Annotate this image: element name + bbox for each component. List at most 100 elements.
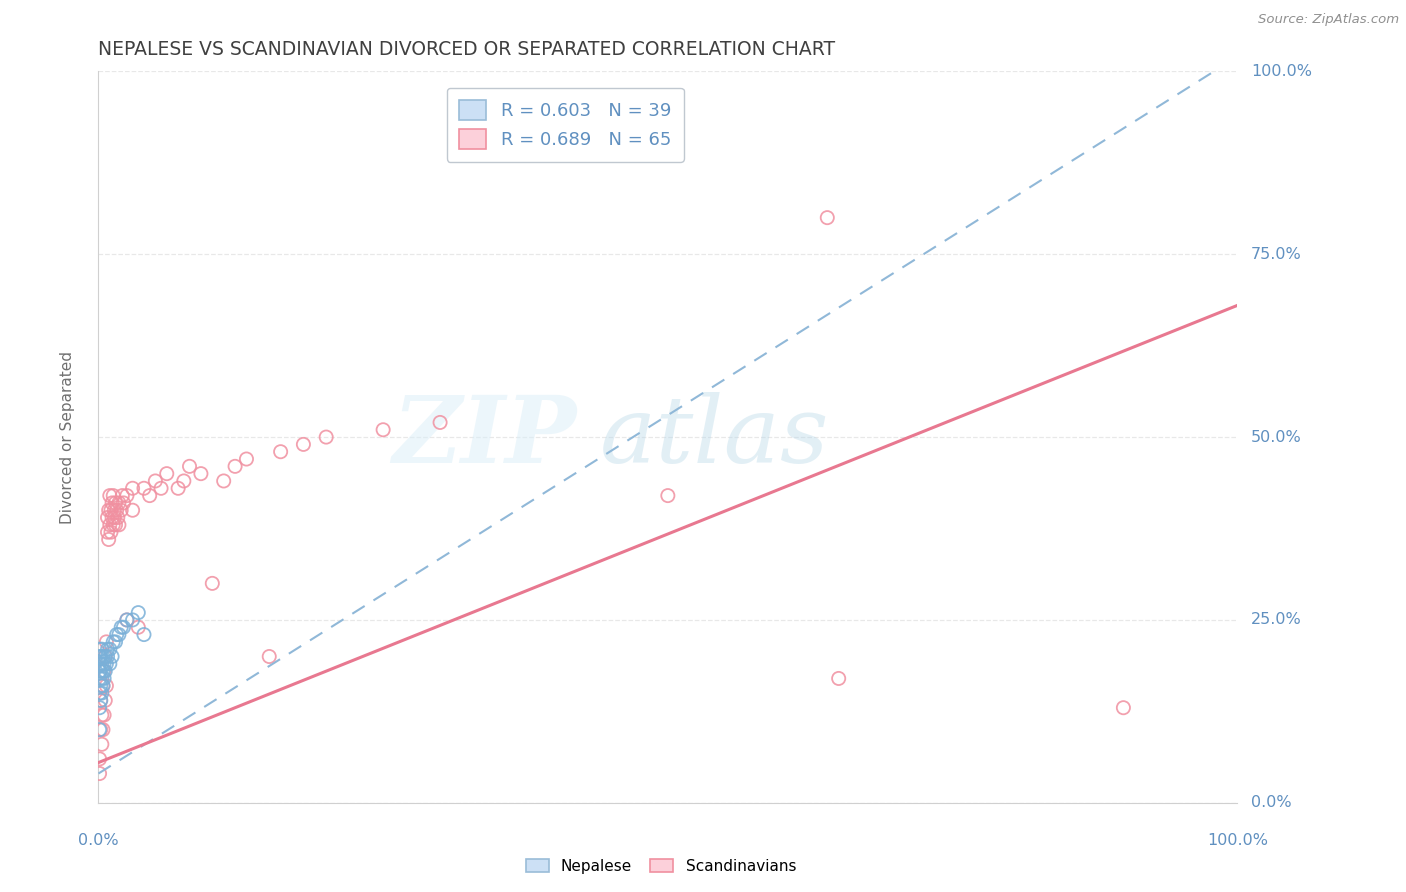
Point xyxy=(138,489,160,503)
Point xyxy=(110,620,132,634)
Point xyxy=(657,489,679,503)
Text: 100.0%: 100.0% xyxy=(1206,833,1268,848)
Point xyxy=(96,635,118,649)
Point xyxy=(115,613,138,627)
Point xyxy=(89,664,111,678)
Point xyxy=(90,649,112,664)
Point xyxy=(91,649,114,664)
Point xyxy=(429,416,451,430)
Text: Source: ZipAtlas.com: Source: ZipAtlas.com xyxy=(1258,13,1399,27)
Point xyxy=(115,613,138,627)
Point xyxy=(90,657,112,671)
Point xyxy=(91,679,114,693)
Point xyxy=(89,649,111,664)
Point xyxy=(121,613,143,627)
Point xyxy=(97,503,120,517)
Point xyxy=(96,657,118,671)
Text: atlas: atlas xyxy=(599,392,830,482)
Point xyxy=(89,672,111,686)
Point xyxy=(224,459,246,474)
Point xyxy=(150,481,173,495)
Point xyxy=(121,481,143,495)
Point xyxy=(96,642,118,657)
Point xyxy=(190,467,212,481)
Point xyxy=(96,649,118,664)
Point xyxy=(292,437,315,451)
Point xyxy=(90,693,112,707)
Point xyxy=(103,517,125,532)
Point xyxy=(815,211,838,225)
Point xyxy=(103,510,125,524)
Point xyxy=(179,459,201,474)
Text: 50.0%: 50.0% xyxy=(1251,430,1302,444)
Point xyxy=(94,649,117,664)
Point xyxy=(1112,700,1135,714)
Point xyxy=(121,503,143,517)
Point xyxy=(127,606,149,620)
Point xyxy=(96,679,118,693)
Point xyxy=(93,672,115,686)
Point xyxy=(90,723,112,737)
Point xyxy=(103,489,125,503)
Point xyxy=(108,496,131,510)
Point xyxy=(104,635,127,649)
Point xyxy=(167,481,190,495)
Point xyxy=(91,723,114,737)
Text: NEPALESE VS SCANDINAVIAN DIVORCED OR SEPARATED CORRELATION CHART: NEPALESE VS SCANDINAVIAN DIVORCED OR SEP… xyxy=(98,40,835,59)
Point xyxy=(93,657,115,671)
Point xyxy=(89,686,111,700)
Point xyxy=(91,664,114,678)
Point xyxy=(212,474,235,488)
Legend: R = 0.603   N = 39, R = 0.689   N = 65: R = 0.603 N = 39, R = 0.689 N = 65 xyxy=(447,87,683,161)
Point xyxy=(93,664,115,678)
Point xyxy=(828,672,851,686)
Point xyxy=(108,517,131,532)
Point xyxy=(89,700,111,714)
Point xyxy=(98,517,121,532)
Point xyxy=(101,649,124,664)
Text: ZIP: ZIP xyxy=(392,392,576,482)
Point xyxy=(235,452,257,467)
Point xyxy=(371,423,394,437)
Point xyxy=(115,489,138,503)
Point xyxy=(315,430,337,444)
Point xyxy=(103,503,125,517)
Point xyxy=(110,503,132,517)
Point xyxy=(91,679,114,693)
Point xyxy=(90,693,112,707)
Point xyxy=(93,708,115,723)
Point xyxy=(98,657,121,671)
Point xyxy=(112,620,135,634)
Y-axis label: Divorced or Separated: Divorced or Separated xyxy=(60,351,75,524)
Point xyxy=(96,525,118,540)
Point xyxy=(89,657,111,671)
Point xyxy=(97,533,120,547)
Point xyxy=(98,642,121,657)
Point xyxy=(112,496,135,510)
Point xyxy=(100,525,122,540)
Point xyxy=(105,627,128,641)
Point xyxy=(90,664,112,678)
Text: 25.0%: 25.0% xyxy=(1251,613,1302,627)
Text: 0.0%: 0.0% xyxy=(79,833,118,848)
Point xyxy=(94,649,117,664)
Point xyxy=(89,766,111,780)
Point xyxy=(89,752,111,766)
Point xyxy=(90,642,112,657)
Point xyxy=(107,510,129,524)
Point xyxy=(90,686,112,700)
Point xyxy=(89,642,111,657)
Point xyxy=(111,489,134,503)
Point xyxy=(132,481,155,495)
Point xyxy=(270,444,292,458)
Point xyxy=(103,635,125,649)
Point xyxy=(94,664,117,678)
Point xyxy=(101,496,124,510)
Point xyxy=(94,693,117,707)
Point xyxy=(90,679,112,693)
Point xyxy=(108,627,131,641)
Point xyxy=(104,517,127,532)
Point xyxy=(145,474,167,488)
Point xyxy=(90,737,112,751)
Point xyxy=(105,503,128,517)
